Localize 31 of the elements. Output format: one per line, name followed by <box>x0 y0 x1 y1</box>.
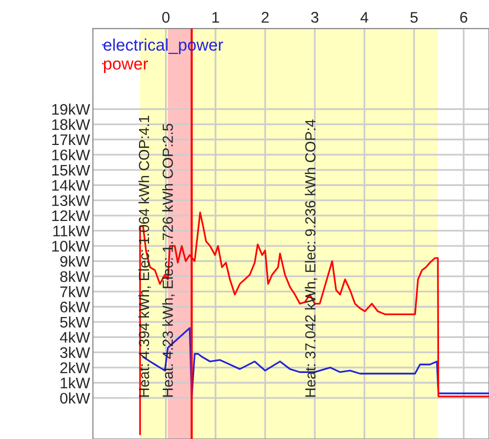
x-tick-label: 3 <box>311 12 318 23</box>
y-tick-label: 6kW <box>60 301 90 312</box>
y-tick-label: 2kW <box>60 362 90 374</box>
y-tick-label: 16kW <box>52 149 90 160</box>
annotation: Heat: 4.23 kWh, Elec: 1.726 kWh COP:2.5 <box>162 124 175 397</box>
y-tick-label: 5kW <box>60 316 90 328</box>
y-tick-label: 13kW <box>52 194 90 206</box>
y-tick-label: 8kW <box>60 270 90 282</box>
y-tick-label: 17kW <box>52 134 90 146</box>
y-tick-label: 9kW <box>60 256 90 267</box>
x-tick-label: 4 <box>360 12 368 23</box>
y-tick-label: 19kW <box>52 104 90 115</box>
x-tick-label: 6 <box>460 12 468 23</box>
x-tick-label: 1 <box>212 12 220 23</box>
y-tick-label: 1kW <box>60 377 90 388</box>
y-tick-label: 12kW <box>52 210 90 222</box>
legend-label: power <box>104 60 148 73</box>
y-tick-label: 3kW <box>60 346 90 358</box>
y-tick-label: 4kW <box>60 332 90 343</box>
y-tick-label: 11kW <box>53 225 90 236</box>
annotation: Heat: 4.394 kWh, Elec: 1.064 kWh COP:4.1 <box>138 116 151 397</box>
y-tick-label: 10kW <box>52 240 90 252</box>
y-tick-label: 18kW <box>52 118 90 130</box>
y-tick-label: 15kW <box>52 164 90 176</box>
x-tick-label: 0 <box>162 12 170 23</box>
x-tick-label: 5 <box>410 12 418 23</box>
y-tick-label: 0kW <box>60 392 90 404</box>
x-tick-label: 2 <box>262 12 269 23</box>
y-tick-label: 14kW <box>52 180 90 191</box>
y-tick-label: 7kW <box>60 286 90 298</box>
annotation: Heat: 37.042 kWh, Elec: 9.236 kWh COP:4 <box>304 120 318 397</box>
